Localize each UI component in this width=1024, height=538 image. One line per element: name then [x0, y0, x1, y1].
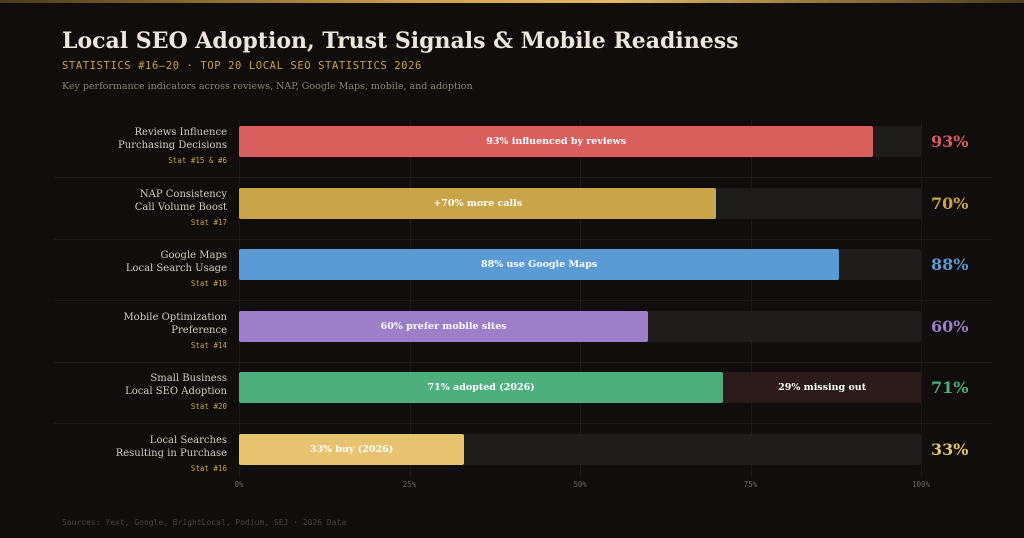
row-label-line1: Mobile Optimization: [123, 311, 227, 323]
bar-label: 93% influenced by reviews: [486, 136, 627, 147]
x-gridline: [750, 120, 752, 476]
row-separator: [54, 423, 992, 424]
value-label: 88%: [931, 255, 969, 274]
x-gridline: [921, 120, 922, 476]
row-separator: [54, 300, 992, 301]
x-tick-label: 0%: [234, 480, 244, 489]
bar: 33% buy (2026): [239, 433, 465, 465]
bar: 60% prefer mobile sites: [239, 310, 649, 342]
row-label: Small Business Local SEO Adoption Stat #20: [27, 372, 227, 413]
chart-subtitle: STATISTICS #16–20 · TOP 20 LOCAL SEO STA…: [62, 60, 422, 72]
value-label: 33%: [931, 439, 969, 459]
row-label: Reviews Influence Purchasing Decisions Sta…: [27, 126, 227, 167]
top-accent-line: [0, 0, 1024, 3]
row-label-line2: Purchasing Decisions: [118, 140, 227, 151]
x-tick-label: 25%: [402, 480, 417, 489]
bar-remainder-label: 29% missing out: [778, 382, 867, 393]
stat-reference: Stat #20: [190, 402, 227, 411]
bar: 71% adopted (2026): [239, 372, 724, 403]
bar: 93% influenced by reviews: [239, 126, 874, 157]
x-tick-label: 75%: [743, 480, 758, 489]
row-label: Google Maps Local Search Usage Stat #18: [27, 249, 227, 290]
row-label-line1: Google Maps: [160, 250, 227, 261]
row-label-line1: NAP Consistency: [139, 188, 227, 200]
row-label-line2: Preference: [171, 324, 227, 336]
bar-label: 71% adopted (2026): [427, 382, 535, 393]
x-tick-label: 100%: [911, 480, 931, 489]
bar-label: 88% use Google Maps: [480, 259, 598, 270]
row-label-line1: Reviews Influence: [134, 127, 227, 138]
value-label: 60%: [931, 316, 969, 336]
row-label-line2: Call Volume Boost: [134, 201, 227, 213]
row-label-line1: Local Searches: [149, 434, 227, 446]
source-note: Sources: Yext, Google, BrightLocal, Podi…: [62, 518, 347, 527]
bar-track: +70% more calls: [239, 187, 921, 219]
x-tick-label: 50%: [573, 480, 587, 489]
row-label-line2: Resulting in Purchase: [115, 447, 227, 459]
row-label-line2: Local Search Usage: [125, 263, 227, 274]
row-label: Local Searches Resulting in Purchase Stat …: [27, 434, 227, 475]
x-gridline: [580, 120, 581, 476]
stat-reference: Stat #18: [190, 279, 227, 288]
row-label: NAP Consistency Call Volume Boost Stat #17: [27, 188, 227, 229]
bar-remainder: 29% missing out: [723, 372, 921, 403]
value-label: 93%: [931, 132, 969, 151]
x-gridline: [239, 120, 240, 476]
row-separator: [54, 238, 992, 240]
bar-label: 60% prefer mobile sites: [380, 320, 507, 332]
bar-track: 71% adopted (2026) 29% missing out: [239, 372, 921, 403]
row-separator: [54, 361, 992, 363]
chart-description: Key performance indicators across review…: [62, 81, 473, 92]
bar-track: 60% prefer mobile sites: [239, 310, 921, 342]
bar-track: 88% use Google Maps: [239, 249, 921, 280]
row-separator: [54, 177, 992, 178]
bar-label: +70% more calls: [433, 197, 523, 209]
row-label: Mobile Optimization Preference Stat #14: [27, 311, 227, 352]
value-label: 70%: [931, 193, 969, 213]
x-gridline: [409, 120, 411, 476]
chart-title: Local SEO Adoption, Trust Signals & Mobi…: [62, 28, 739, 54]
value-label: 71%: [931, 378, 969, 397]
bar-label: 33% buy (2026): [309, 443, 394, 455]
row-label-line1: Small Business: [150, 373, 227, 384]
stat-reference: Stat #17: [190, 217, 227, 227]
stat-reference: Stat #14: [190, 340, 227, 350]
stat-reference: Stat #15 & #6: [168, 156, 227, 165]
bar-track: 33% buy (2026): [239, 433, 921, 465]
row-label-line2: Local SEO Adoption: [125, 386, 227, 397]
stat-reference: Stat #16: [190, 463, 227, 473]
bar: 88% use Google Maps: [239, 249, 840, 280]
bar: +70% more calls: [239, 187, 717, 219]
bar-track: 93% influenced by reviews: [239, 126, 921, 157]
